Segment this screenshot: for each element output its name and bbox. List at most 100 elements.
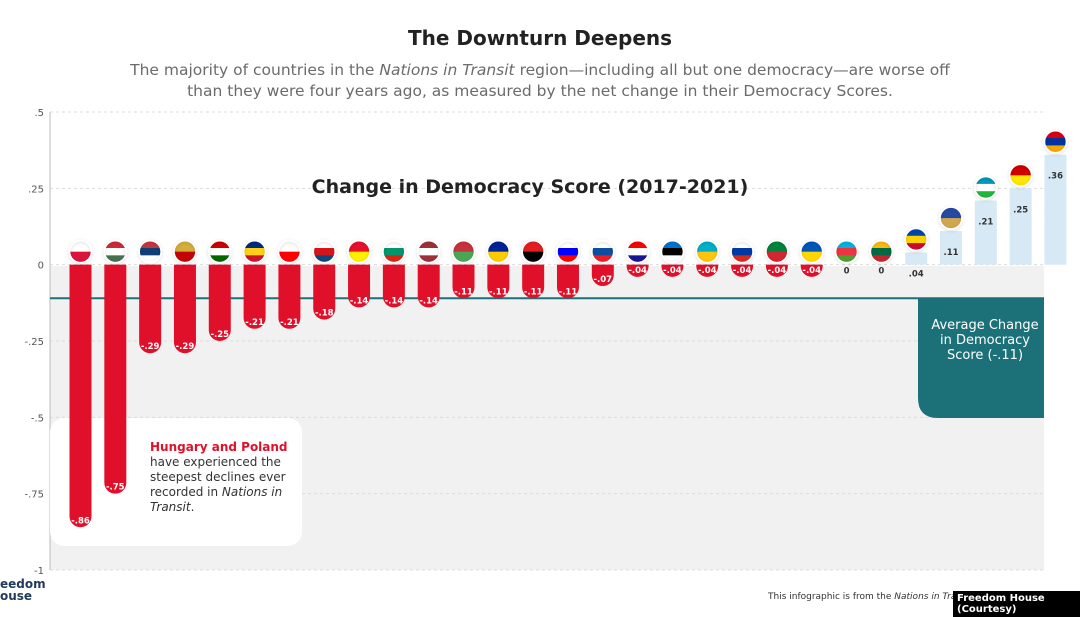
bar [765,264,788,277]
gridlines [50,111,1044,571]
bar-value-label: -.29 [141,342,160,352]
chart-title: Change in Democracy Score (2017-2021) [312,176,749,198]
flag-stripe [626,240,649,249]
bar-value-label: -.21 [280,318,299,328]
flag-stripe [452,240,475,253]
flag-stripe [139,248,162,256]
flag-stripe [1009,164,1032,176]
bulgaria-flag-icon [382,239,406,264]
flag-stripe [313,248,336,256]
kyrgyzstan-flag-icon [347,239,371,264]
flag-stripe [765,240,788,253]
subtitle-text-end: region—including all but one democracy—a… [187,61,950,100]
tajikistan-flag-icon [207,239,232,264]
flag-stripe [208,240,231,249]
brand-line-1: eedom [0,577,46,591]
flag-border [207,239,232,264]
bar-value-label: -.18 [315,309,334,319]
montenegro-flag-icon [173,239,197,264]
y-tick-label: .5 [34,108,44,119]
flag-stripe [731,255,754,263]
annotation-text: Hungary and Poland have experienced the … [150,440,300,515]
bar [974,200,997,265]
flag-stripe [1009,175,1032,187]
russia-flag-icon [730,239,754,264]
footer-note-start: This infographic is from the [768,592,895,602]
flag-stripe [382,255,405,263]
bar-value-label: -.11 [559,287,578,297]
flag-stripe [661,248,684,256]
croatia-flag-icon [625,239,650,264]
flag-stripe [104,240,127,249]
flag-stripe [905,235,928,244]
slovenia-flag-icon [556,239,580,264]
north-macedonia-flag-icon [1008,163,1033,188]
flag-stripe [104,248,127,256]
flag-stripe [104,255,127,263]
turkmenistan-flag-icon [765,239,789,264]
hungary-flag-icon [103,239,128,264]
flag-stripe [1044,138,1067,146]
poland-flag-icon [68,239,93,264]
flag-border [138,239,162,264]
flag-stripe [556,248,579,256]
bar-value-label: -.04 [733,266,752,276]
bar-value-label: -.29 [176,342,195,352]
estonia-flag-icon [660,239,685,264]
flag-border [660,239,685,264]
bar [696,264,719,277]
bar [522,264,545,299]
bar-value-label: -.14 [385,296,404,306]
footer-note-emphasis: Nations in Transi [894,592,970,602]
page-title: The Downturn Deepens [407,26,673,50]
flag-stripe [243,255,266,263]
bar-value-label: 0 [844,267,850,277]
bar-value-label: -.07 [594,275,613,285]
flag-stripe [417,240,440,249]
bar-value-label: .36 [1048,172,1063,182]
flag-border [382,239,406,264]
y-tick-label: -1 [34,566,44,577]
georgia-flag-icon [277,239,302,264]
flag-stripe [1044,145,1067,153]
bar [417,264,440,308]
bar-value-label: -.21 [245,318,264,328]
flag-stripe [348,251,371,263]
bar-value-label: -.04 [663,266,682,276]
bar [626,264,649,277]
flag-stripe [974,191,997,199]
flag-stripe [731,240,754,249]
flag-stripe [696,251,719,263]
bar [800,264,823,277]
flag-stripe [313,255,336,263]
flag-stripe [870,240,893,249]
flag-stripe [940,218,962,230]
bar [382,264,405,308]
flag-border [312,239,337,264]
flag-stripe [974,183,997,192]
bar [348,264,371,308]
moldova-flag-icon [904,227,928,252]
subtitle-text-start: The majority of countries in the [130,61,380,79]
flag-stripe [765,251,788,263]
bar [452,264,475,299]
bar [313,264,336,320]
flag-stripe [905,228,928,237]
flag-border [834,239,859,264]
annotation-body: have experienced the steepest declines e… [150,455,286,499]
bar [278,264,301,329]
bar-value-label: -.14 [419,296,438,306]
flag-stripe [905,243,928,251]
flag-stripe [382,248,405,256]
bar-value-label: -.04 [768,266,787,276]
bar-value-label: .25 [1013,205,1028,215]
bar [591,264,614,287]
annotation-emphasis: Nations in Transit [150,485,283,514]
flag-stripe [417,248,440,256]
bar [1009,188,1032,265]
bar-value-label: -.11 [489,287,508,297]
bar-value-label: -.25 [210,330,229,340]
flag-border [347,239,371,264]
flag-border [556,239,580,264]
flag-border [939,206,963,230]
